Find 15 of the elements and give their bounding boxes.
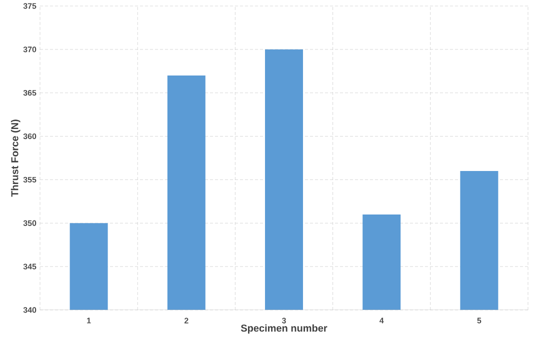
x-tick-label: 4 bbox=[380, 318, 384, 324]
x-axis-title: Specimen number bbox=[240, 324, 328, 334]
x-tick-label: 3 bbox=[282, 318, 286, 324]
x-tick-label: 1 bbox=[87, 318, 91, 324]
x-tick-label: 5 bbox=[477, 318, 482, 324]
y-tick-label: 360 bbox=[23, 133, 36, 140]
y-tick-label: 355 bbox=[23, 176, 36, 183]
x-tick-label: 2 bbox=[184, 318, 188, 324]
y-axis-title: Thrust Force (N) bbox=[10, 120, 20, 197]
y-tick-label: 350 bbox=[23, 220, 36, 226]
y-tick-label: 370 bbox=[23, 46, 36, 52]
y-tick-label: 375 bbox=[23, 3, 36, 9]
y-tick-label: 365 bbox=[23, 90, 36, 96]
y-tick-label: 340 bbox=[23, 307, 36, 313]
y-tick-label: 345 bbox=[23, 264, 36, 270]
